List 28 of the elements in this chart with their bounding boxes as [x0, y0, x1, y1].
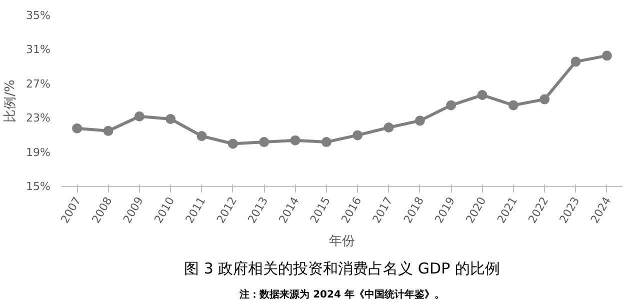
point	[352, 130, 363, 140]
point	[259, 137, 270, 148]
y-tick-label: 23%	[26, 112, 51, 125]
point	[103, 126, 114, 136]
point	[321, 137, 332, 148]
point	[196, 131, 207, 142]
y-tick-label: 31%	[26, 43, 51, 56]
point	[290, 135, 300, 146]
text: 图 3 政府相关的投资和消费占名义 GDP 的比例	[184, 260, 500, 278]
point	[570, 56, 581, 67]
point	[228, 138, 238, 149]
point	[134, 111, 144, 122]
point	[166, 114, 176, 124]
point	[540, 94, 550, 104]
point	[602, 50, 612, 61]
point	[384, 122, 394, 132]
y-tick-label: 27%	[26, 77, 51, 90]
y-axis-title: 比例/%	[3, 80, 18, 122]
point	[477, 90, 488, 100]
point	[446, 100, 456, 110]
y-tick-label: 35%	[26, 9, 51, 22]
y-tick-label: 15%	[26, 180, 51, 193]
y-tick-label: 19%	[26, 146, 51, 159]
x-axis-title: 年份	[329, 234, 355, 250]
point	[72, 123, 82, 134]
text: 注：数据来源为 2024 年《中国统计年鉴》。	[238, 288, 444, 300]
point	[508, 100, 518, 110]
point	[414, 116, 425, 126]
